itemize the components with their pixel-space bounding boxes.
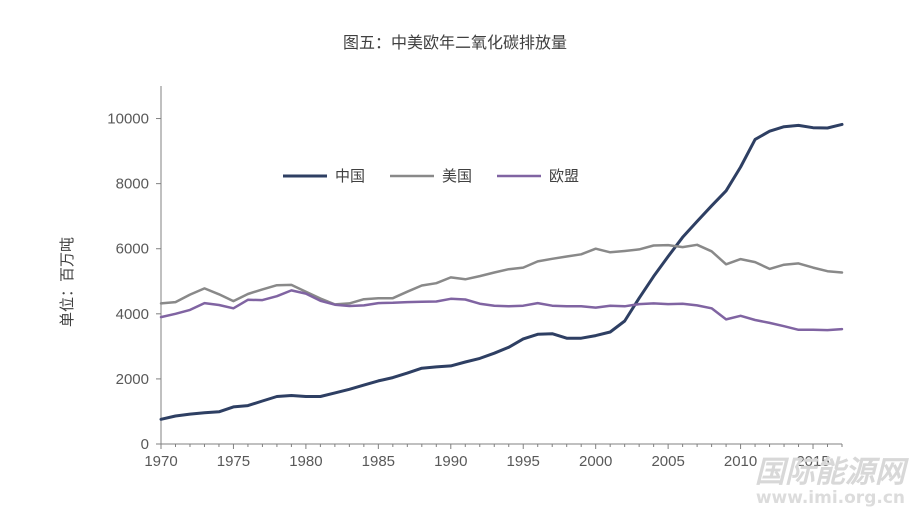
legend-label: 中国 [335, 167, 365, 185]
series-line-1 [159, 122, 844, 421]
y-tick-label: 4000 [116, 306, 149, 323]
y-tick-label: 10000 [107, 111, 149, 128]
x-tick-label: 2010 [724, 453, 757, 470]
watermark-url: www.imi.org.cn [756, 488, 905, 508]
x-tick-label: 2005 [651, 453, 684, 470]
watermark: 国际能源网 www.imi.org.cn [755, 455, 909, 508]
y-tick-label: 0 [141, 436, 149, 453]
y-tick-label: 8000 [116, 176, 149, 193]
x-tick-label: 1990 [434, 453, 467, 470]
y-tick-label: 2000 [116, 371, 149, 388]
legend-label: 美国 [442, 167, 472, 185]
legend: 中国 美国 欧盟 [283, 167, 579, 185]
chart-title: 图五：中美欧年二氧化碳排放量 [343, 33, 567, 52]
x-tick-label: 1995 [507, 453, 540, 470]
x-tick-label: 1980 [289, 453, 322, 470]
series-layer [159, 122, 844, 421]
x-tick-label: 1970 [144, 453, 177, 470]
legend-label: 欧盟 [549, 167, 579, 185]
x-tick-label: 2015 [796, 453, 829, 470]
x-tick-label: 1985 [362, 453, 395, 470]
x-axis: 1970 1975 1980 1985 1990 1995 2000 2005 2010 2015 [144, 443, 843, 470]
y-axis: 0 2000 4000 6000 8000 10000 [107, 86, 162, 453]
y-tick-label: 6000 [116, 241, 149, 258]
series-line-3 [159, 289, 844, 332]
x-tick-label: 1975 [217, 453, 250, 470]
series-line-2 [159, 243, 844, 306]
y-axis-title: 单位：百万吨 [58, 237, 76, 327]
x-tick-label: 2000 [579, 453, 612, 470]
watermark-logo-text: 国际能源网 [755, 455, 909, 490]
